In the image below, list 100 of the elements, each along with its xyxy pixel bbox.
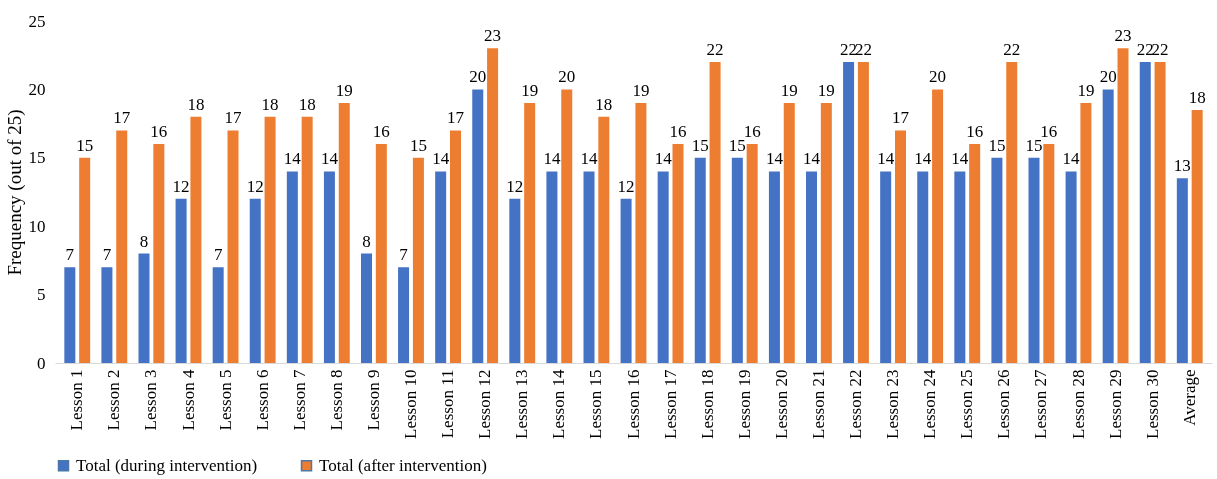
bar bbox=[1006, 62, 1018, 363]
data-label: 14 bbox=[1062, 149, 1081, 169]
data-label: 8 bbox=[139, 231, 149, 251]
bar bbox=[116, 130, 128, 363]
bar bbox=[1176, 178, 1188, 363]
bar bbox=[286, 171, 298, 363]
bar bbox=[101, 267, 113, 363]
x-tick-label: Lesson 11 bbox=[438, 369, 458, 439]
bar bbox=[991, 157, 1003, 363]
data-label: 20 bbox=[929, 67, 947, 87]
data-label: 7 bbox=[213, 245, 223, 265]
data-label: 23 bbox=[484, 26, 502, 46]
bar bbox=[509, 198, 521, 363]
x-tick-label: Lesson 30 bbox=[1142, 369, 1162, 439]
data-label: 16 bbox=[669, 122, 687, 142]
bar bbox=[1117, 48, 1129, 363]
x-tick-label: Lesson 16 bbox=[623, 369, 643, 439]
data-label: 14 bbox=[654, 149, 673, 169]
data-label: 22 bbox=[706, 40, 724, 60]
data-label: 17 bbox=[892, 108, 910, 128]
data-label: 16 bbox=[150, 122, 168, 142]
bar bbox=[880, 171, 892, 363]
data-label: 18 bbox=[187, 94, 205, 114]
data-label: 17 bbox=[224, 108, 242, 128]
data-label: 14 bbox=[283, 149, 302, 169]
bar bbox=[1154, 62, 1166, 363]
data-label: 15 bbox=[76, 135, 94, 155]
x-tick-label: Lesson 3 bbox=[141, 369, 161, 431]
y-tick-label: 15 bbox=[28, 148, 46, 168]
bar bbox=[79, 157, 91, 363]
bar bbox=[783, 103, 795, 363]
data-label: 19 bbox=[632, 81, 650, 101]
data-label: 16 bbox=[372, 122, 390, 142]
x-tick-label: Lesson 12 bbox=[475, 369, 495, 439]
y-tick-label: 25 bbox=[28, 11, 46, 31]
x-tick-label: Lesson 22 bbox=[846, 369, 865, 439]
bar bbox=[227, 130, 239, 363]
data-label: 15 bbox=[409, 135, 427, 155]
x-tick-label: Lesson 10 bbox=[401, 369, 420, 439]
bar bbox=[1102, 89, 1114, 363]
x-tick-label: Lesson 27 bbox=[1031, 369, 1051, 439]
data-label: 18 bbox=[1188, 87, 1206, 107]
bar bbox=[1191, 109, 1203, 363]
bar bbox=[657, 171, 669, 363]
data-label: 14 bbox=[951, 149, 969, 169]
bar bbox=[709, 62, 721, 363]
bar bbox=[746, 144, 758, 363]
bar bbox=[546, 171, 558, 363]
x-tick-label: Lesson 9 bbox=[363, 369, 383, 431]
x-tick-label: Lesson 2 bbox=[104, 369, 124, 431]
bar bbox=[620, 198, 632, 363]
data-label: 19 bbox=[780, 81, 798, 101]
x-tick-label: Lesson 21 bbox=[808, 369, 828, 439]
data-label: 22 bbox=[1136, 40, 1154, 60]
bar bbox=[412, 157, 424, 363]
x-tick-label: Lesson 24 bbox=[920, 369, 940, 439]
bar bbox=[487, 48, 499, 363]
data-label: 17 bbox=[113, 108, 131, 128]
bar bbox=[1028, 157, 1040, 363]
x-tick-label: Lesson 26 bbox=[994, 369, 1014, 439]
bar bbox=[338, 103, 350, 363]
data-label: 19 bbox=[335, 81, 353, 101]
bar bbox=[598, 116, 610, 363]
bar bbox=[175, 198, 187, 363]
bar bbox=[138, 253, 150, 363]
bar bbox=[323, 171, 335, 363]
x-tick-label: Lesson 29 bbox=[1105, 369, 1125, 439]
bar bbox=[472, 89, 484, 363]
bar bbox=[820, 103, 832, 363]
data-label: 14 bbox=[432, 149, 450, 169]
data-label: 15 bbox=[728, 135, 746, 155]
y-tick-label: 5 bbox=[37, 285, 46, 305]
x-tick-label: Lesson 15 bbox=[586, 369, 606, 439]
bar bbox=[895, 130, 906, 363]
x-tick-label: Lesson 20 bbox=[771, 369, 791, 439]
data-label: 22 bbox=[1151, 40, 1169, 60]
x-tick-label: Lesson 28 bbox=[1068, 369, 1088, 439]
data-label: 23 bbox=[1114, 26, 1132, 46]
data-label: 12 bbox=[617, 176, 635, 196]
bar bbox=[1043, 144, 1055, 363]
bar bbox=[917, 171, 929, 363]
data-label: 18 bbox=[595, 94, 613, 114]
data-label: 16 bbox=[966, 122, 984, 142]
y-axis-title: Frequency (out of 25) bbox=[3, 109, 26, 276]
data-label: 22 bbox=[1003, 40, 1021, 60]
x-tick-label: Lesson 6 bbox=[252, 369, 272, 431]
data-label: 18 bbox=[261, 94, 279, 114]
data-label: 7 bbox=[65, 245, 75, 265]
y-tick-label: 0 bbox=[37, 353, 46, 373]
x-tick-label: Lesson 25 bbox=[957, 369, 977, 439]
bar bbox=[672, 144, 684, 363]
data-label: 7 bbox=[399, 245, 409, 265]
bar bbox=[731, 157, 743, 363]
x-tick-label: Average bbox=[1179, 369, 1199, 426]
bar bbox=[64, 267, 76, 363]
bar bbox=[524, 103, 536, 363]
x-tick-label: Lesson 5 bbox=[215, 369, 235, 431]
x-tick-label: Lesson 17 bbox=[660, 369, 680, 439]
x-tick-label: Lesson 13 bbox=[512, 369, 532, 439]
x-tick-label: Lesson 7 bbox=[289, 369, 309, 431]
